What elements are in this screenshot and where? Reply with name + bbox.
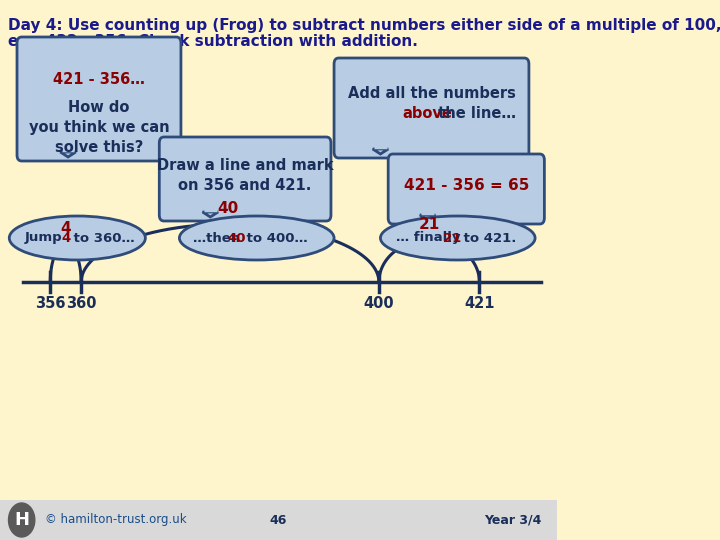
Text: 40: 40 — [217, 201, 239, 216]
Polygon shape — [202, 212, 218, 217]
Text: e.g. 432 - 356; Check subtraction with addition.: e.g. 432 - 356; Check subtraction with a… — [8, 34, 418, 49]
FancyBboxPatch shape — [17, 37, 181, 161]
Text: Year 3/4: Year 3/4 — [484, 514, 541, 526]
Polygon shape — [60, 152, 76, 157]
Text: 21: 21 — [418, 217, 440, 232]
Text: 356: 356 — [35, 296, 66, 311]
Text: above: above — [403, 106, 453, 122]
FancyBboxPatch shape — [159, 137, 331, 221]
Ellipse shape — [179, 216, 334, 260]
Text: 46: 46 — [270, 514, 287, 526]
Text: … finally: … finally — [396, 232, 465, 245]
Text: 421 - 356…: 421 - 356… — [53, 72, 145, 87]
Text: Draw a line and mark: Draw a line and mark — [157, 159, 333, 173]
Polygon shape — [420, 215, 436, 220]
Text: Add all the numbers: Add all the numbers — [348, 86, 516, 102]
Text: 4: 4 — [60, 221, 71, 236]
Text: 4: 4 — [61, 232, 71, 245]
Polygon shape — [373, 149, 388, 154]
Circle shape — [9, 503, 35, 537]
Text: …then: …then — [193, 232, 245, 245]
Text: Jump: Jump — [24, 232, 67, 245]
FancyBboxPatch shape — [334, 58, 529, 158]
Text: to 360…: to 360… — [69, 232, 135, 245]
Text: 40: 40 — [228, 232, 246, 245]
Text: H: H — [14, 511, 29, 529]
Ellipse shape — [9, 216, 145, 260]
Text: 21: 21 — [443, 232, 462, 245]
Text: the line…: the line… — [433, 106, 516, 122]
Text: on 356 and 421.: on 356 and 421. — [179, 179, 312, 193]
Text: 421: 421 — [464, 296, 495, 311]
Text: to 421.: to 421. — [459, 232, 516, 245]
Text: 421 - 356 = 65: 421 - 356 = 65 — [404, 179, 529, 193]
Text: © hamilton-trust.org.uk: © hamilton-trust.org.uk — [45, 514, 186, 526]
Text: How do
you think we can
solve this?: How do you think we can solve this? — [29, 100, 169, 154]
Text: 400: 400 — [364, 296, 395, 311]
Text: to 400…: to 400… — [242, 232, 307, 245]
FancyBboxPatch shape — [0, 500, 557, 540]
Text: Day 4: Use counting up (Frog) to subtract numbers either side of a multiple of 1: Day 4: Use counting up (Frog) to subtrac… — [8, 18, 720, 33]
Text: 360: 360 — [66, 296, 96, 311]
FancyBboxPatch shape — [388, 154, 544, 224]
Ellipse shape — [380, 216, 535, 260]
